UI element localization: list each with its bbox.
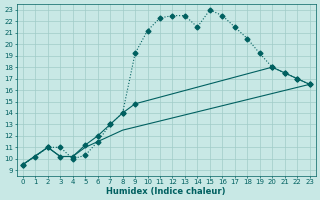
X-axis label: Humidex (Indice chaleur): Humidex (Indice chaleur) [107, 187, 226, 196]
